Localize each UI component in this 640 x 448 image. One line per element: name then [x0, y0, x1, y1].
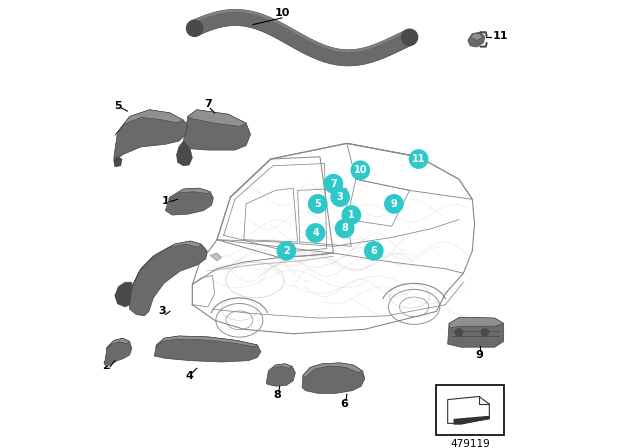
Circle shape [455, 329, 463, 336]
Polygon shape [168, 188, 210, 199]
Polygon shape [115, 282, 132, 307]
Text: 4: 4 [312, 228, 319, 238]
Polygon shape [303, 363, 362, 377]
FancyBboxPatch shape [436, 385, 504, 435]
Polygon shape [106, 338, 129, 349]
Polygon shape [188, 110, 246, 126]
Polygon shape [154, 336, 261, 362]
Polygon shape [129, 241, 207, 316]
Polygon shape [266, 364, 296, 386]
Text: 7: 7 [330, 179, 337, 189]
Text: 7: 7 [204, 99, 212, 109]
Polygon shape [131, 241, 201, 290]
Text: 6: 6 [340, 399, 349, 409]
Circle shape [342, 205, 361, 225]
Text: 8: 8 [341, 224, 348, 233]
Text: 10: 10 [353, 165, 367, 175]
Text: 1: 1 [348, 210, 355, 220]
Circle shape [330, 187, 350, 207]
Text: 6: 6 [371, 246, 377, 256]
Polygon shape [114, 110, 188, 161]
Circle shape [401, 29, 418, 45]
Circle shape [364, 241, 383, 261]
Polygon shape [177, 141, 192, 166]
Text: 2: 2 [283, 246, 290, 256]
Text: 1: 1 [161, 196, 170, 206]
Polygon shape [269, 364, 292, 373]
Text: 2: 2 [102, 362, 109, 371]
Circle shape [306, 223, 325, 243]
Circle shape [276, 241, 296, 261]
Polygon shape [210, 253, 221, 261]
Text: 10: 10 [274, 9, 290, 18]
Polygon shape [470, 33, 483, 40]
Polygon shape [448, 396, 490, 423]
Circle shape [409, 149, 428, 169]
Text: 5: 5 [314, 199, 321, 209]
Polygon shape [191, 9, 413, 66]
Text: 3: 3 [159, 306, 166, 316]
Text: 479119: 479119 [450, 439, 490, 448]
Circle shape [384, 194, 404, 214]
Polygon shape [183, 110, 250, 150]
Circle shape [335, 219, 355, 238]
Text: 11: 11 [412, 154, 426, 164]
Text: 9: 9 [390, 199, 397, 209]
Polygon shape [191, 9, 407, 52]
Polygon shape [302, 363, 365, 393]
Text: 4: 4 [185, 371, 193, 381]
Text: 5: 5 [114, 101, 122, 111]
Polygon shape [468, 32, 485, 47]
Circle shape [186, 20, 203, 36]
Polygon shape [104, 338, 132, 366]
Circle shape [308, 194, 328, 214]
Polygon shape [114, 157, 122, 167]
Polygon shape [449, 317, 504, 328]
Polygon shape [454, 416, 490, 425]
Circle shape [324, 174, 343, 194]
Text: 3: 3 [337, 192, 344, 202]
Polygon shape [448, 317, 504, 347]
Circle shape [351, 160, 370, 180]
Text: 8: 8 [273, 390, 282, 400]
Text: 11: 11 [493, 31, 508, 41]
Polygon shape [115, 110, 183, 135]
Polygon shape [165, 188, 213, 215]
Circle shape [481, 329, 488, 336]
Polygon shape [156, 336, 257, 347]
Text: 9: 9 [475, 350, 483, 360]
